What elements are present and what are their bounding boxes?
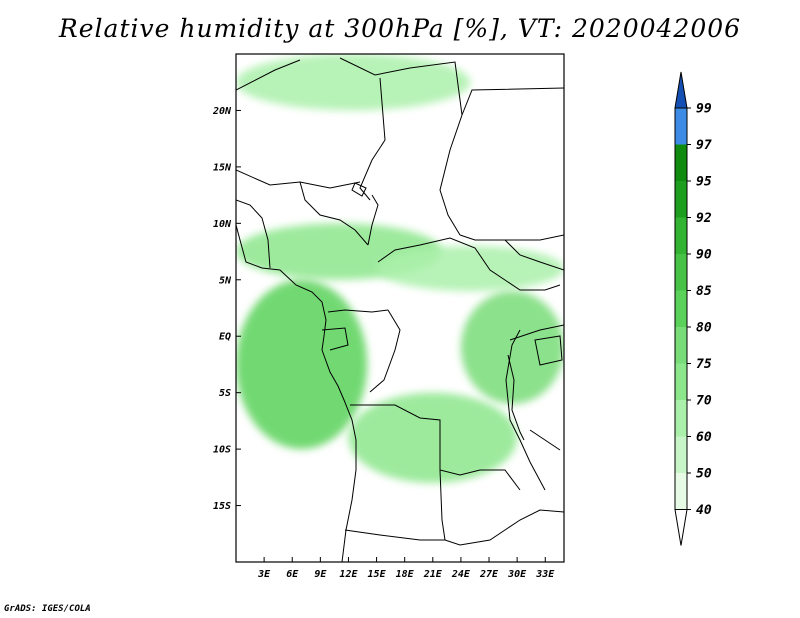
colorbar-under-triangle bbox=[674, 509, 688, 546]
lat-label: 20N bbox=[212, 106, 232, 117]
lon-label: 15E bbox=[368, 569, 387, 580]
lon-label: 9E bbox=[314, 569, 327, 580]
lon-label: 6E bbox=[286, 569, 299, 580]
humidity-region-southern-congo bbox=[348, 392, 518, 483]
colorbar: 40 50 60 70 75 80 85 90 92 95 97 99 bbox=[674, 71, 712, 546]
colorbar-label: 97 bbox=[696, 138, 712, 153]
colorbar-segment bbox=[675, 108, 687, 145]
colorbar-label: 70 bbox=[696, 394, 712, 409]
chart-title: Relative humidity at 300hPa [%], VT: 202… bbox=[58, 14, 742, 43]
border-car bbox=[377, 237, 561, 291]
lat-label: 5S bbox=[219, 388, 231, 399]
colorbar-segment bbox=[675, 363, 687, 400]
border-uganda-kenya bbox=[509, 324, 564, 341]
border-cameroon-congo bbox=[327, 309, 389, 313]
grads-credit: GrADS: IGES/COLA bbox=[4, 604, 91, 614]
lat-label: 10S bbox=[213, 445, 231, 456]
colorbar-label: 95 bbox=[696, 175, 712, 190]
border-angola-zambia bbox=[439, 469, 446, 541]
colorbar-label: 60 bbox=[696, 430, 712, 445]
colorbar-label: 80 bbox=[696, 321, 712, 336]
border-south bbox=[344, 509, 564, 546]
colorbar-frame bbox=[674, 107, 688, 510]
colorbar-over-triangle bbox=[674, 71, 688, 109]
lon-label: 30E bbox=[507, 569, 527, 580]
border-lake-victoria bbox=[534, 335, 563, 366]
colorbar-segment bbox=[675, 400, 687, 437]
colorbar-label: 85 bbox=[696, 284, 712, 299]
lat-label: 15N bbox=[213, 162, 232, 173]
border-algeria-niger bbox=[236, 59, 301, 91]
colorbar-segment bbox=[675, 254, 687, 291]
lake-chad bbox=[351, 182, 367, 197]
colorbar-segment bbox=[675, 327, 687, 364]
border-nigeria-cameroon bbox=[299, 181, 369, 246]
lon-label: 24E bbox=[451, 569, 471, 580]
lat-label: 15S bbox=[213, 501, 231, 512]
lon-label: 12E bbox=[339, 569, 358, 580]
colorbar-segment bbox=[675, 217, 687, 254]
colorbar-segment bbox=[675, 144, 687, 181]
border-west-africa bbox=[236, 199, 271, 269]
longitude-axis: 3E 6E 9E 12E 15E 18E 21E 24E 27E 30E 33E bbox=[257, 557, 555, 580]
lat-label: 10N bbox=[213, 219, 232, 230]
lat-label: 5N bbox=[219, 275, 232, 286]
border-gabon bbox=[321, 327, 349, 351]
lon-label: 21E bbox=[423, 569, 443, 580]
colorbar-label: 99 bbox=[696, 102, 712, 117]
colorbar-label: 92 bbox=[696, 211, 712, 226]
colorbar-segment bbox=[675, 436, 687, 473]
humidity-region-congo-basin bbox=[236, 279, 368, 450]
humidity-region-central-african-band bbox=[376, 245, 564, 292]
colorbar-segment bbox=[675, 290, 687, 327]
colorbar-segment bbox=[675, 181, 687, 218]
lon-label: 18E bbox=[396, 569, 415, 580]
border-cameroon-chad bbox=[367, 194, 379, 246]
coastline-west bbox=[236, 224, 357, 562]
border-nile bbox=[504, 239, 564, 271]
map-frame bbox=[235, 53, 565, 563]
border-congo-drc bbox=[369, 309, 401, 393]
lon-label: 3E bbox=[257, 569, 271, 580]
colorbar-label: 90 bbox=[696, 248, 712, 263]
colorbar-label: 75 bbox=[696, 357, 712, 372]
latitude-axis: 20N 15N 10N 5N EQ 5S 10S 15S bbox=[212, 106, 241, 512]
border-egypt-sudan bbox=[461, 87, 564, 116]
lon-label: 33E bbox=[535, 569, 555, 580]
colorbar-segment bbox=[675, 473, 687, 510]
country-borders bbox=[236, 57, 564, 562]
colorbar-label: 50 bbox=[696, 467, 712, 482]
lat-label: EQ bbox=[219, 332, 231, 343]
humidity-field bbox=[236, 54, 564, 483]
humidity-region-sahara-north bbox=[236, 54, 471, 111]
border-chad-sudan bbox=[439, 114, 463, 236]
colorbar-label: 40 bbox=[696, 503, 712, 518]
humidity-region-east-africa-lakes bbox=[460, 291, 564, 404]
border-tanzania bbox=[529, 429, 561, 451]
border-drc-east bbox=[505, 329, 546, 491]
lon-label: 27E bbox=[479, 569, 499, 580]
border-libya bbox=[339, 57, 463, 116]
border-niger-chad bbox=[359, 77, 386, 201]
border-lake-tanganyika bbox=[507, 354, 525, 441]
